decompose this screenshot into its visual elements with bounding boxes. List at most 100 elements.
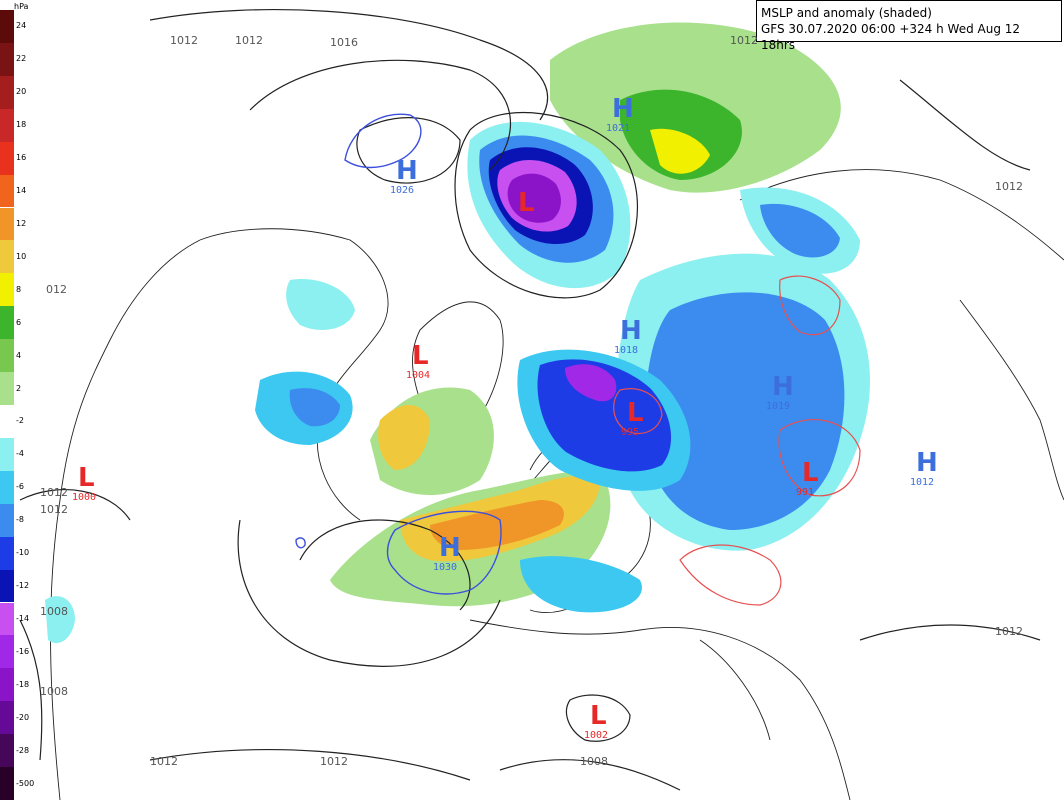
legend-swatch bbox=[0, 734, 14, 768]
isobar-label: 1012 bbox=[995, 180, 1023, 193]
pressure-value: 1004 bbox=[406, 370, 431, 381]
pressure-value: 995 bbox=[621, 427, 640, 438]
legend-swatch bbox=[0, 470, 14, 504]
blue-dot-1 bbox=[295, 537, 306, 549]
high-pressure-marker: H bbox=[396, 156, 418, 186]
pressure-value: 1018 bbox=[614, 345, 639, 356]
legend-label: -12 bbox=[16, 581, 30, 591]
pressure-value: 1000 bbox=[72, 492, 97, 503]
low-pressure-marker: L bbox=[518, 188, 535, 218]
coastline-east-asia bbox=[959, 299, 1064, 501]
legend-swatch bbox=[0, 701, 14, 735]
legend-swatch bbox=[0, 174, 14, 208]
isobar-label: 1008 bbox=[580, 755, 608, 768]
isobar-label: 1012 bbox=[40, 503, 68, 516]
legend-swatch bbox=[0, 42, 14, 76]
low-pressure-marker: L bbox=[412, 341, 429, 371]
anomaly-pos-6-greenland bbox=[378, 405, 430, 470]
anomaly-neg-4-alaska bbox=[286, 279, 355, 330]
pressure-value: 1012 bbox=[910, 477, 935, 488]
isobar-low-arctic bbox=[454, 112, 638, 299]
high-pressure-marker: H bbox=[772, 372, 794, 402]
isobar-1016-north bbox=[249, 59, 512, 171]
legend-swatch bbox=[0, 635, 14, 669]
anomaly-neg-14-russia bbox=[565, 364, 617, 402]
legend-label: 4 bbox=[16, 350, 22, 360]
legend-label: -2 bbox=[16, 416, 24, 426]
pressure-value: 1002 bbox=[584, 730, 609, 741]
legend-swatch bbox=[0, 668, 14, 702]
legend-swatch bbox=[0, 602, 14, 636]
legend-label: -4 bbox=[16, 449, 24, 459]
legend-swatch bbox=[0, 536, 14, 570]
title-line-1: MSLP and anomaly (shaded) bbox=[761, 6, 932, 20]
blue-contour-atlantic bbox=[386, 510, 502, 595]
isobar-1008-south bbox=[499, 758, 681, 791]
isobar-label: 1012 bbox=[995, 625, 1023, 638]
legend-label: 18 bbox=[16, 120, 27, 130]
title-box: MSLP and anomaly (shaded) GFS 30.07.2020… bbox=[756, 0, 1062, 52]
legend-label: 14 bbox=[16, 186, 27, 196]
isobar-low-africa bbox=[565, 694, 631, 742]
legend-colorbar: hPa 24 22 20 18 16 14 12 10 8 6 4 2 -2 -4 -6 -8 -10 -12 -14… bbox=[0, 0, 42, 800]
isobar-label: 1012 bbox=[235, 34, 263, 47]
legend-swatch bbox=[0, 405, 14, 438]
coastline-africa bbox=[469, 619, 851, 800]
red-contour-1 bbox=[679, 544, 782, 606]
isobar-label: 1016 bbox=[330, 36, 358, 49]
isobar-label: 1012 bbox=[170, 34, 198, 47]
isobar-1012-atlantic bbox=[237, 519, 501, 667]
high-outline-blue bbox=[295, 113, 502, 595]
legend-label: 24 bbox=[16, 21, 27, 31]
legend-swatch bbox=[0, 108, 14, 142]
legend-swatch bbox=[0, 10, 14, 43]
coastline-asia bbox=[739, 169, 1064, 261]
land-outlines bbox=[50, 169, 1064, 800]
isobar-1012-northeast bbox=[899, 79, 1031, 171]
isobar-1012-south bbox=[149, 749, 471, 781]
title-line-2: GFS 30.07.2020 06:00 +324 h Wed Aug 12 1… bbox=[761, 22, 1021, 52]
anomaly-pos-8-north bbox=[650, 128, 710, 174]
high-pressure-marker: H bbox=[439, 533, 461, 563]
isobar-1012-north bbox=[149, 9, 549, 121]
isobar-label: 1012 bbox=[150, 755, 178, 768]
pressure-value: 1021 bbox=[606, 123, 631, 134]
legend-label: 16 bbox=[16, 153, 27, 163]
anomaly-contours-red bbox=[613, 275, 861, 606]
legend-swatch bbox=[0, 207, 14, 241]
legend-swatch bbox=[0, 503, 14, 537]
legend-swatch bbox=[0, 339, 14, 373]
low-pressure-marker: L bbox=[590, 701, 607, 731]
legend-label: -8 bbox=[16, 515, 24, 525]
legend-label: 12 bbox=[16, 218, 27, 228]
legend-label: 6 bbox=[16, 317, 22, 327]
legend-swatch bbox=[0, 240, 14, 274]
legend-label: -18 bbox=[16, 679, 30, 689]
pressure-value: 1026 bbox=[390, 185, 415, 196]
anomaly-neg-20-arctic bbox=[507, 173, 561, 223]
red-contour-4 bbox=[613, 388, 663, 435]
anomaly-neg-4-west bbox=[45, 596, 75, 644]
legend-label: 2 bbox=[16, 383, 22, 393]
low-pressure-marker: L bbox=[802, 458, 819, 488]
isobar-label: 1008 bbox=[40, 685, 68, 698]
legend-swatch bbox=[0, 767, 14, 800]
legend-label: 20 bbox=[16, 87, 27, 97]
red-contour-3 bbox=[779, 275, 841, 336]
legend-swatch bbox=[0, 75, 14, 109]
low-pressure-marker: L bbox=[627, 398, 644, 428]
anomaly-pos-12-atlantic bbox=[430, 500, 564, 550]
legend-swatch bbox=[0, 569, 14, 603]
isobar-label: 1008 bbox=[40, 605, 68, 618]
isobar-1012-west bbox=[19, 489, 131, 521]
high-pressure-marker: H bbox=[612, 94, 634, 124]
blue-contour-pacific bbox=[344, 113, 422, 169]
legend-label: 8 bbox=[16, 284, 22, 294]
coastline-west bbox=[50, 239, 201, 800]
isobar-label: 1012 bbox=[320, 755, 348, 768]
coastline-north-america bbox=[199, 228, 389, 521]
legend-label: -20 bbox=[16, 712, 30, 722]
isobar-label: 012 bbox=[46, 283, 67, 296]
legend-label: -28 bbox=[16, 745, 30, 755]
